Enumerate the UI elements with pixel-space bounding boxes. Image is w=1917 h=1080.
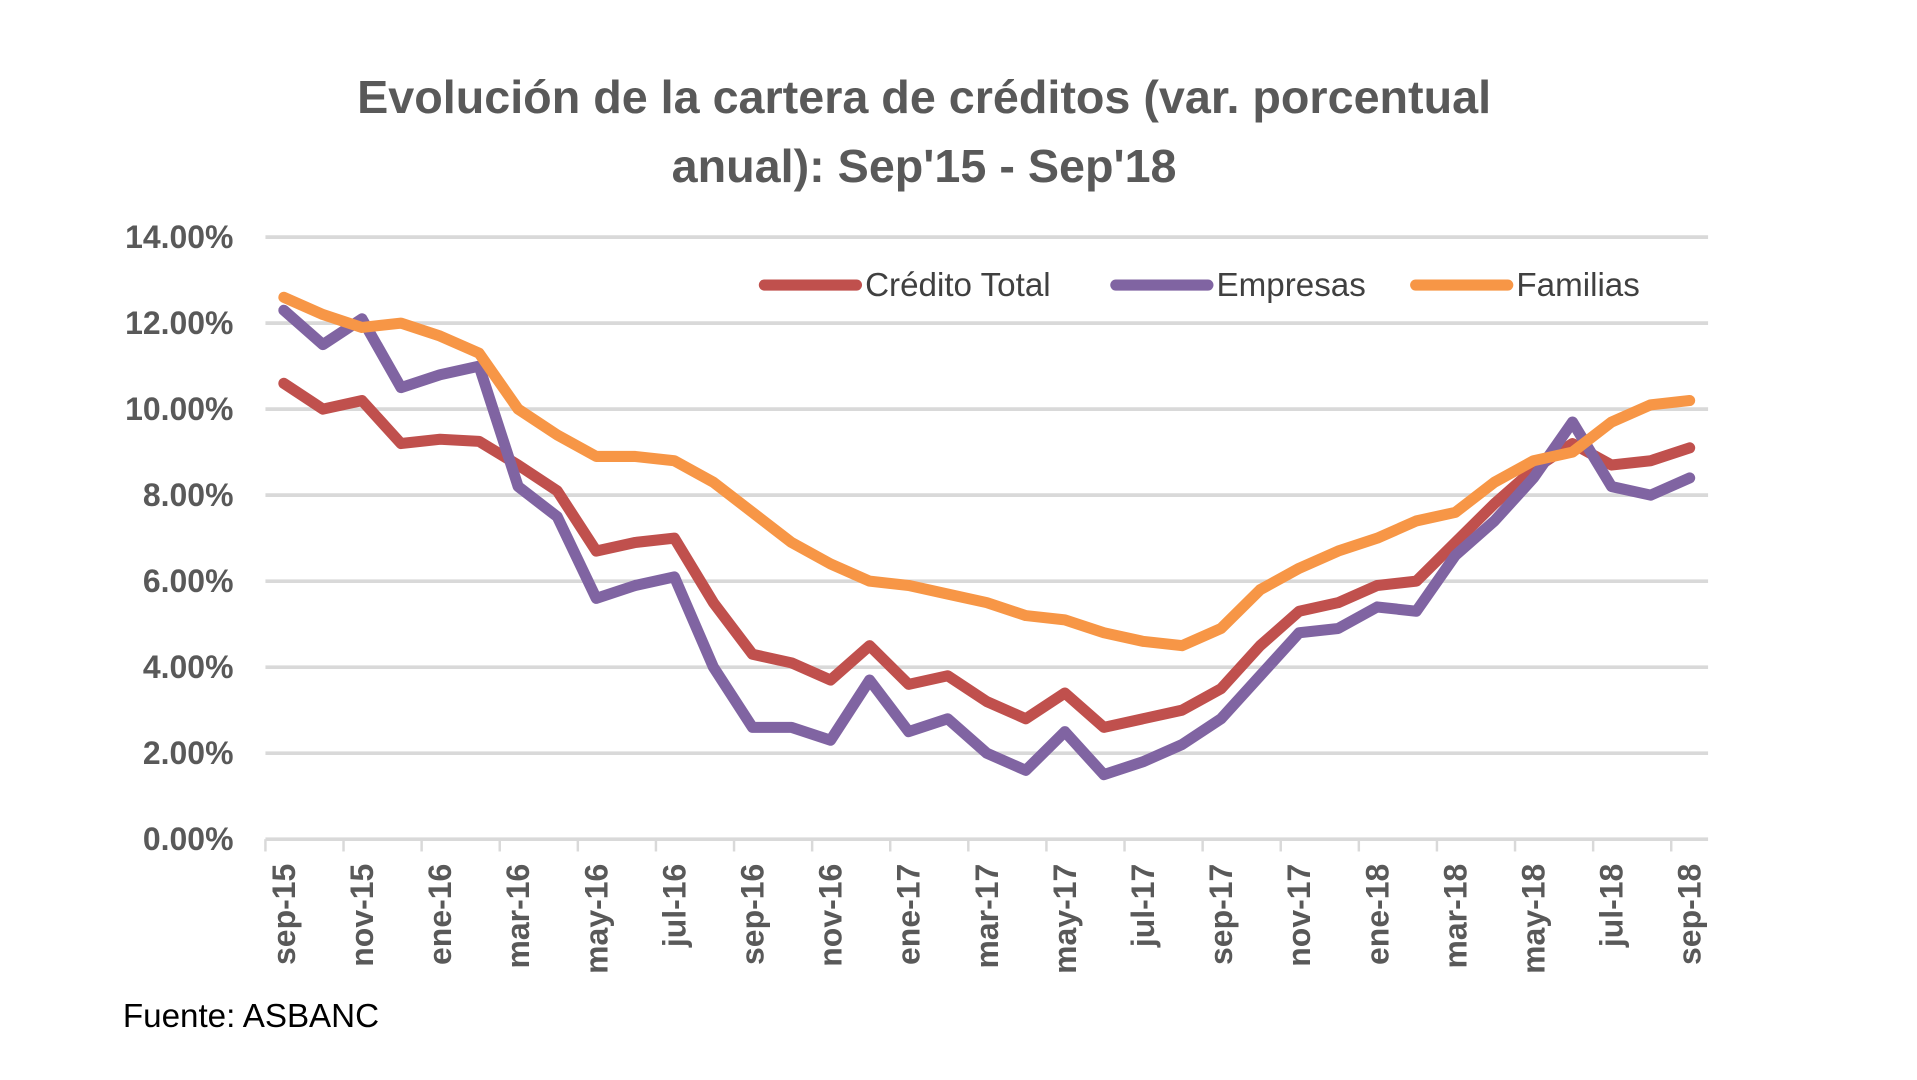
legend-label: Familias — [1516, 267, 1639, 304]
legend-label: Crédito Total — [865, 267, 1051, 304]
x-tick-label: mar-17 — [969, 864, 1005, 969]
series-line-familias — [278, 291, 1696, 652]
x-tick-label: sep-16 — [735, 864, 771, 965]
x-tick-label: sep-18 — [1672, 864, 1708, 965]
source-note: Fuente: ASBANC — [123, 998, 379, 1035]
x-tick-label: jul-17 — [1125, 864, 1161, 948]
x-tick-label: jul-18 — [1594, 864, 1630, 948]
y-tick-label: 12.00% — [125, 305, 233, 341]
legend-label: Empresas — [1217, 267, 1366, 304]
y-tick-label: 2.00% — [143, 735, 234, 771]
y-tick-label: 4.00% — [143, 649, 234, 685]
chart-title-line2: anual): Sep'15 - Sep'18 — [672, 140, 1177, 192]
x-tick-label: sep-15 — [266, 864, 302, 965]
x-tick-label: may-16 — [578, 864, 614, 974]
y-tick-label: 14.00% — [125, 219, 233, 255]
x-tick-label: may-18 — [1516, 864, 1552, 974]
x-tick-label: jul-16 — [656, 864, 692, 948]
x-tick-label: mar-18 — [1437, 864, 1473, 969]
series-line-empresas — [278, 304, 1696, 781]
series-line-crédito-total — [278, 377, 1696, 733]
x-tick-label: nov-16 — [813, 864, 849, 967]
chart-title-line1: Evolución de la cartera de créditos (var… — [357, 71, 1491, 123]
x-tick-label: nov-15 — [344, 864, 380, 967]
x-tick-label: ene-18 — [1359, 864, 1395, 965]
y-tick-label: 0.00% — [143, 821, 234, 857]
y-tick-label: 8.00% — [143, 477, 234, 513]
x-tick-label: mar-16 — [500, 864, 536, 969]
y-tick-label: 6.00% — [143, 563, 234, 599]
x-tick-label: may-17 — [1047, 864, 1083, 974]
x-tick-label: ene-16 — [422, 864, 458, 965]
x-tick-label: ene-17 — [891, 864, 927, 965]
x-tick-label: nov-17 — [1281, 864, 1317, 967]
y-tick-label: 10.00% — [125, 391, 233, 427]
x-tick-label: sep-17 — [1203, 864, 1239, 965]
